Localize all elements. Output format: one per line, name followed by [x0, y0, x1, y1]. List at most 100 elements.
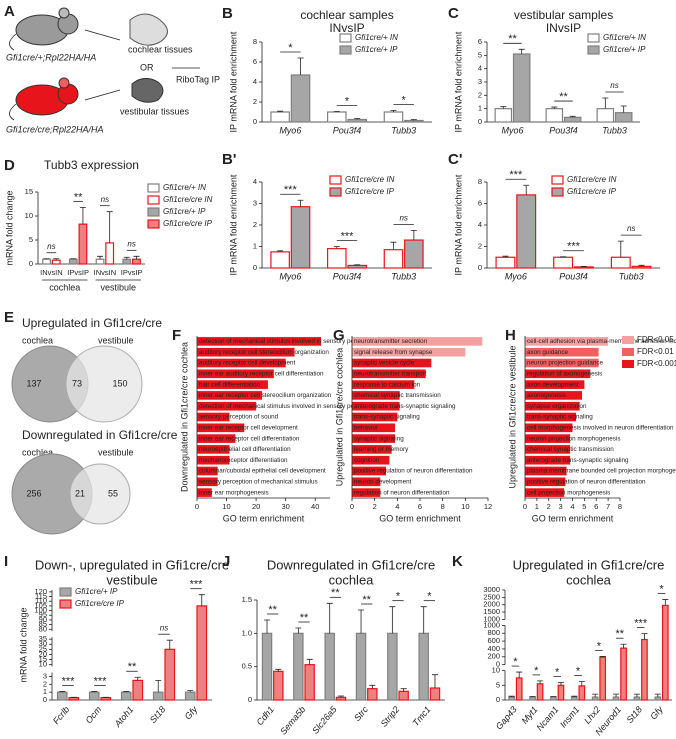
legend-swatch — [59, 587, 72, 597]
term-label: neurotransmitter transport — [354, 370, 427, 377]
x-tick-label: 40 — [311, 502, 319, 511]
error-bar — [333, 246, 340, 249]
error-bar — [333, 111, 340, 112]
bar — [610, 256, 631, 269]
legend-swatch — [622, 336, 634, 344]
arrow — [84, 89, 121, 101]
legend-label: Gfi1cre/+ IN — [603, 33, 646, 42]
bar — [387, 632, 398, 701]
x-tick-label: Pou3f4 — [549, 125, 578, 135]
error-bar — [633, 693, 640, 698]
term-label: positive regulation of neuron differenti… — [527, 478, 646, 485]
significance-label: ns — [47, 242, 55, 251]
term-label: regulation of axonogenesis — [527, 370, 602, 377]
legend-label: Gfi1cre/cre IN — [345, 175, 395, 184]
bar — [352, 434, 396, 443]
significance-label: ** — [268, 604, 277, 616]
bar — [51, 259, 61, 265]
significance-label: ** — [128, 661, 137, 673]
bar — [352, 380, 415, 389]
bar — [516, 194, 537, 269]
x-tick-label: Myo6 — [505, 271, 527, 281]
y-tick-label: 0 — [253, 117, 257, 126]
bar — [383, 249, 404, 269]
bar — [352, 412, 398, 422]
y-tick-label: 85 — [39, 620, 47, 629]
bar — [197, 358, 286, 368]
term-label: synapse organization — [527, 403, 587, 410]
term-label: sensory perception of sound — [199, 414, 279, 421]
bar — [352, 358, 432, 368]
error-bar — [358, 609, 365, 634]
bar — [197, 391, 263, 400]
bar — [550, 696, 557, 701]
bar — [536, 683, 544, 701]
legend-swatch — [551, 187, 564, 197]
bar — [599, 656, 607, 701]
bar — [78, 223, 88, 265]
x-tick-label: 8 — [441, 502, 445, 511]
significance-label: *** — [634, 618, 648, 630]
y-tick-label: 2 — [478, 90, 482, 99]
error-bar — [638, 264, 645, 267]
bar — [553, 256, 574, 269]
error-bar — [569, 115, 576, 118]
x-tick-label: Fcrlb — [51, 704, 72, 726]
bar — [620, 647, 627, 701]
x-tick-label: 7 — [606, 502, 610, 511]
error-bar — [297, 57, 304, 75]
bar — [197, 423, 245, 433]
error-bar — [516, 671, 523, 678]
x-tick-label: Myo6 — [501, 125, 523, 135]
x-tick-label: 4 — [395, 502, 399, 511]
term-label: synaptic signaling — [354, 435, 404, 442]
term-label: detection of mechanical stimulus involve… — [199, 403, 377, 410]
bar — [529, 696, 536, 701]
chart-title: Tubb3 expression — [44, 158, 139, 172]
panel-letter: K — [452, 553, 463, 570]
y-tick-label: 120 — [34, 587, 47, 596]
bar — [352, 455, 390, 465]
x-tick-label: Gfy — [183, 704, 200, 722]
term-label: regulation of neuron differentiation — [354, 489, 450, 496]
significance-label: ** — [331, 587, 340, 599]
bar — [95, 258, 105, 265]
y-axis-label: mRNA fold change — [4, 190, 14, 265]
term-label: learning or memory — [354, 446, 409, 453]
y-tick-label: 10 — [39, 660, 47, 669]
y-tick-label: 3000 — [483, 585, 500, 594]
x-tick-label: St18 — [148, 704, 168, 725]
term-label: columnar/cuboidal epithelial cell develo… — [199, 468, 326, 475]
panel-letter: D — [4, 157, 15, 174]
bar — [197, 466, 218, 476]
panel-letter: J — [222, 553, 230, 570]
y-tick-label: 3 — [253, 198, 257, 207]
term-label: neuron development — [354, 478, 412, 485]
legend-label: Gfi1cre/cre IP — [345, 187, 395, 196]
group-label: vestibule — [100, 282, 136, 292]
y-tick-label: 1500 — [483, 607, 500, 616]
x-tick-label: 5 — [582, 502, 586, 511]
error-bar — [53, 258, 60, 261]
tissue-label: cochlear tissues — [128, 44, 193, 54]
chart-title: Down-, upregulated in Gfi1cre/cre — [35, 557, 229, 572]
y-tick-label: 5 — [29, 235, 33, 244]
y-tick-label: 20 — [39, 649, 47, 658]
significance-label: ** — [300, 612, 309, 624]
significance-label: ** — [508, 33, 517, 45]
bar — [352, 391, 400, 400]
y-axis-label: IP mRNA fold enrichment — [453, 31, 463, 132]
significance-label: *** — [284, 184, 298, 196]
bar — [596, 108, 615, 123]
chart-subtitle: vestibule — [106, 572, 157, 587]
x-tick-label: Tubb3 — [391, 125, 416, 135]
significance-label: * — [396, 591, 401, 603]
bar — [270, 111, 290, 123]
panel-letter: G — [333, 327, 345, 344]
bar — [525, 488, 565, 497]
genotype-label: Gfi1cre/cre;Rpl22HA/HA — [6, 124, 104, 134]
y-tick-label: 1000 — [483, 620, 500, 629]
x-axis-label: GO term enrichment — [223, 513, 305, 523]
bar — [578, 685, 586, 701]
term-label: synaptic vesicle cycle — [354, 360, 415, 367]
